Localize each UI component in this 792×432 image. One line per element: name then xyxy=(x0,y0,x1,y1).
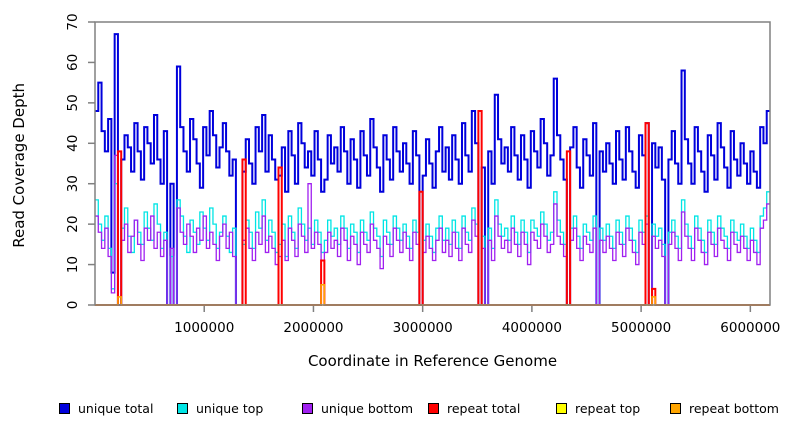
svg-text:20: 20 xyxy=(65,216,81,233)
legend-item-unique-total: unique total xyxy=(59,401,153,416)
legend-label: unique bottom xyxy=(321,401,414,416)
svg-text:30: 30 xyxy=(65,175,81,192)
unique-total-swatch-icon xyxy=(59,403,70,414)
unique-top-swatch-icon xyxy=(177,403,188,414)
svg-text:0: 0 xyxy=(65,301,81,310)
legend-item-repeat-total: repeat total xyxy=(428,401,520,416)
repeat-total-swatch-icon xyxy=(428,403,439,414)
svg-text:10: 10 xyxy=(65,256,81,273)
svg-text:40: 40 xyxy=(65,135,81,152)
svg-text:6000000: 6000000 xyxy=(720,320,780,336)
svg-text:2000000: 2000000 xyxy=(283,320,343,336)
x-axis-label: Coordinate in Reference Genome xyxy=(307,352,558,370)
legend-item-unique-top: unique top xyxy=(177,401,263,416)
repeat-top-swatch-icon xyxy=(556,403,567,414)
svg-text:60: 60 xyxy=(65,54,81,71)
svg-text:50: 50 xyxy=(65,94,81,111)
legend-label: unique top xyxy=(196,401,264,416)
svg-text:1000000: 1000000 xyxy=(174,320,234,336)
y-axis-label-wrap: Read Coverage Depth xyxy=(10,0,28,330)
svg-text:5000000: 5000000 xyxy=(611,320,671,336)
legend-label: repeat top xyxy=(575,401,641,416)
y-axis-label: Read Coverage Depth xyxy=(10,82,28,248)
plot-canvas: 1000000 2000000 3000000 4000000 5000000 60000… xyxy=(65,13,780,336)
legend-item-unique-bottom: unique bottom xyxy=(302,401,413,416)
svg-text:3000000: 3000000 xyxy=(393,320,453,336)
legend-item-repeat-bottom: repeat bottom xyxy=(670,401,779,416)
legend-label: repeat bottom xyxy=(689,401,779,416)
legend: unique total unique top unique bottom re… xyxy=(0,401,792,423)
legend-label: unique total xyxy=(78,401,154,416)
legend-label: repeat total xyxy=(447,401,521,416)
repeat-bottom-swatch-icon xyxy=(670,403,681,414)
legend-item-repeat-top: repeat top xyxy=(556,401,640,416)
svg-text:70: 70 xyxy=(65,13,81,30)
svg-text:4000000: 4000000 xyxy=(502,320,562,336)
unique-bottom-swatch-icon xyxy=(302,403,313,414)
